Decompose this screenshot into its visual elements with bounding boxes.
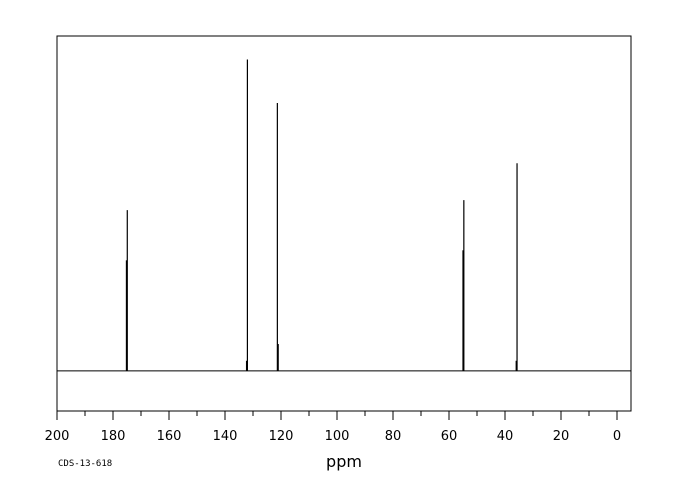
- x-tick-label-60: 60: [441, 429, 458, 444]
- x-tick-label-180: 180: [101, 429, 126, 444]
- x-axis-ticks: [56, 411, 618, 420]
- x-tick-label-0: 0: [613, 429, 621, 444]
- plot-frame: [56, 35, 632, 412]
- x-tick-label-160: 160: [157, 429, 182, 444]
- x-tick-label-80: 80: [385, 429, 402, 444]
- x-tick-label-100: 100: [325, 429, 350, 444]
- x-tick-label-200: 200: [45, 429, 70, 444]
- x-axis-label: ppm: [326, 452, 362, 471]
- peaks-group: [125, 59, 518, 371]
- spectrum-code-label: CDS-13-618: [58, 459, 112, 469]
- x-axis-tick-labels: 200 180 160 140 120 100 80 60 40 20 0: [45, 429, 622, 444]
- x-tick-label-40: 40: [497, 429, 514, 444]
- x-tick-label-140: 140: [213, 429, 238, 444]
- x-tick-label-20: 20: [553, 429, 570, 444]
- x-tick-label-120: 120: [269, 429, 294, 444]
